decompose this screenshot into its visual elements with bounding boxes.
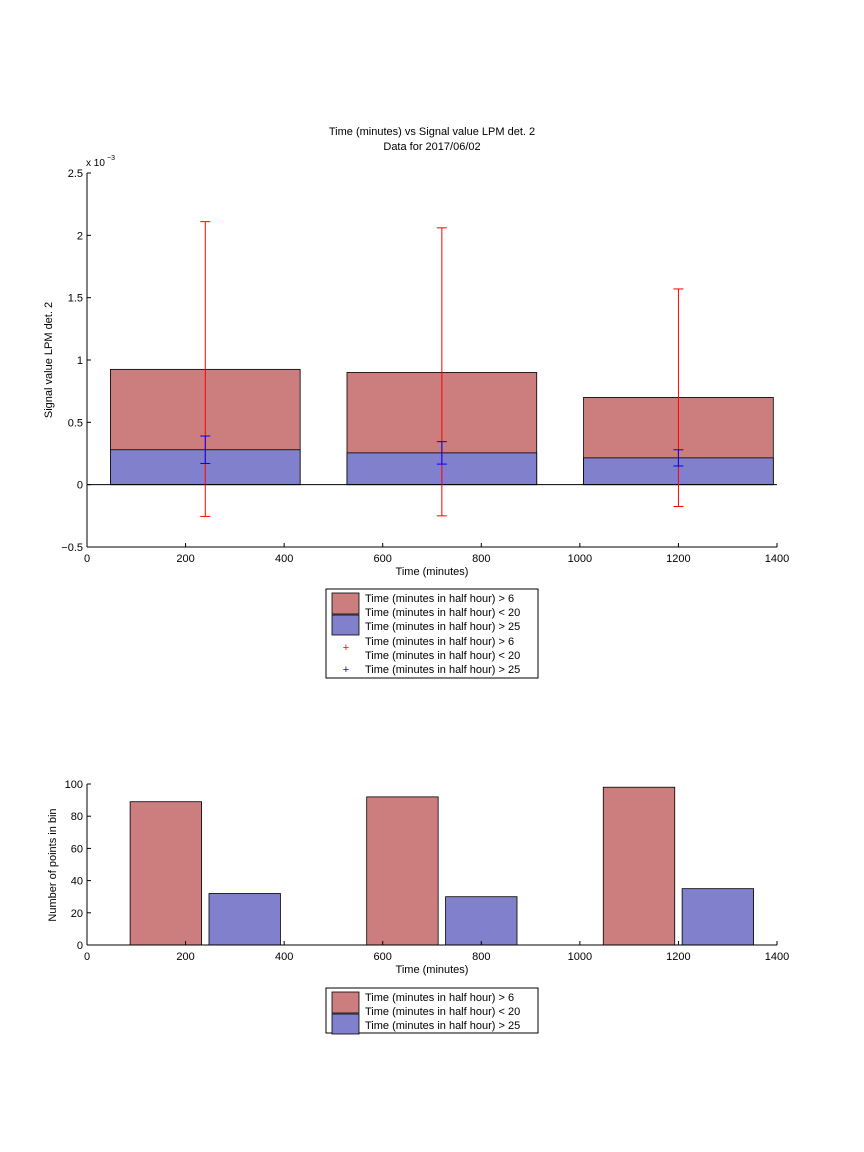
y-tick-label: 0.5: [68, 417, 83, 429]
y-tick-label: 80: [71, 811, 83, 823]
bar-series-1: [129, 801, 202, 946]
y-tick-label: 0: [77, 940, 83, 952]
y-tick-label: 20: [71, 908, 83, 920]
x-tick-label: 400: [275, 553, 293, 565]
signal-plot-area: [87, 221, 777, 517]
chart-subtitle: Data for 2017/06/02: [383, 141, 480, 153]
x-tick-label: 1000: [568, 951, 592, 963]
legend-swatch-red: [331, 991, 360, 1014]
legend-entry: Time (minutes in half hour) > 6: [365, 593, 514, 605]
legend-marker-blue: +: [343, 664, 349, 676]
legend-marker-red: +: [343, 642, 349, 654]
x-tick-label: 1200: [666, 951, 690, 963]
x-tick-label: 400: [275, 951, 293, 963]
legend-entry: Time (minutes in half hour) > 25: [365, 1020, 520, 1032]
y-tick-label: 100: [65, 779, 83, 791]
y-tick-label: 40: [71, 876, 83, 888]
legend-swatch-red: [331, 592, 360, 615]
bar-series-2: [208, 893, 281, 946]
y-tick-label: 0: [77, 480, 83, 492]
chart-title: Time (minutes) vs Signal value LPM det. …: [329, 126, 535, 138]
x-tick-label: 1200: [666, 553, 690, 565]
y-tick-label: 2: [77, 230, 83, 242]
x-tick-label: 200: [176, 951, 194, 963]
y-tick-label: 2.5: [68, 168, 83, 180]
y-tick-label: 1: [77, 355, 83, 367]
x-tick-label: 200: [176, 553, 194, 565]
x-tick-label: 1000: [568, 553, 592, 565]
x-axis-label: Time (minutes): [396, 964, 469, 976]
y-axis-label: Signal value LPM det. 2: [43, 302, 55, 418]
signal-chart: Time (minutes) vs Signal value LPM det. …: [43, 126, 789, 578]
count-plot-area: [129, 786, 754, 946]
legend-entry: Time (minutes in half hour) > 6: [365, 636, 514, 648]
legend-entry: Time (minutes in half hour) > 6: [365, 992, 514, 1004]
count-chart: 0 200 400 600 800 1000 1200 1400 0 20 40 60 80 100 Ti…: [47, 779, 789, 976]
x-tick-label: 800: [472, 553, 490, 565]
bar-series-2: [445, 896, 518, 946]
x-tick-label: 0: [84, 951, 90, 963]
count-axes: 0 200 400 600 800 1000 1200 1400 0 20 40 60 80 100: [65, 779, 790, 963]
signal-legend: + + Time (minutes in half hour) > 6 Time…: [325, 588, 539, 679]
x-tick-label: 600: [374, 553, 392, 565]
legend-entry: Time (minutes in half hour) < 20: [365, 650, 520, 662]
x-axis-label: Time (minutes): [396, 566, 469, 578]
y-exponent-power: −3: [107, 155, 115, 162]
legend-entry: Time (minutes in half hour) < 20: [365, 1006, 520, 1018]
bar-series-1: [602, 786, 676, 946]
x-tick-label: 1400: [765, 951, 789, 963]
y-tick-label: 1.5: [68, 293, 83, 305]
signal-axes: 0 200 400 600 800 1000 1200 1400−0.500.511.522.…: [61, 168, 789, 565]
legend-entry: Time (minutes in half hour) > 25: [365, 664, 520, 676]
y-tick-label: −0.5: [61, 542, 83, 554]
x-tick-label: 1400: [765, 553, 789, 565]
x-tick-label: 800: [472, 951, 490, 963]
count-legend: Time (minutes in half hour) > 6 Time (mi…: [325, 987, 539, 1035]
y-axis-label: Number of points in bin: [47, 808, 59, 921]
y-tick-label: 60: [71, 843, 83, 855]
bar-series-1: [366, 796, 439, 946]
x-tick-label: 600: [374, 951, 392, 963]
legend-swatch-blue: [331, 614, 360, 636]
legend-swatch-blue: [331, 1013, 360, 1035]
legend-entry: Time (minutes in half hour) > 25: [365, 621, 520, 633]
bar-series-2: [681, 888, 754, 946]
legend-entry: Time (minutes in half hour) < 20: [365, 607, 520, 619]
y-exponent-label: x 10: [86, 158, 105, 169]
x-tick-label: 0: [84, 553, 90, 565]
